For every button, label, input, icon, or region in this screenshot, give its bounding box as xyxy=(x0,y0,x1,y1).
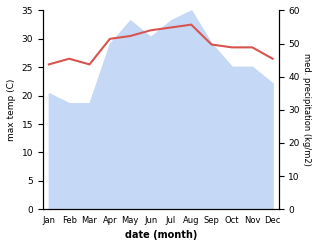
Y-axis label: max temp (C): max temp (C) xyxy=(7,79,16,141)
Y-axis label: med. precipitation (kg/m2): med. precipitation (kg/m2) xyxy=(302,53,311,166)
X-axis label: date (month): date (month) xyxy=(125,230,197,240)
